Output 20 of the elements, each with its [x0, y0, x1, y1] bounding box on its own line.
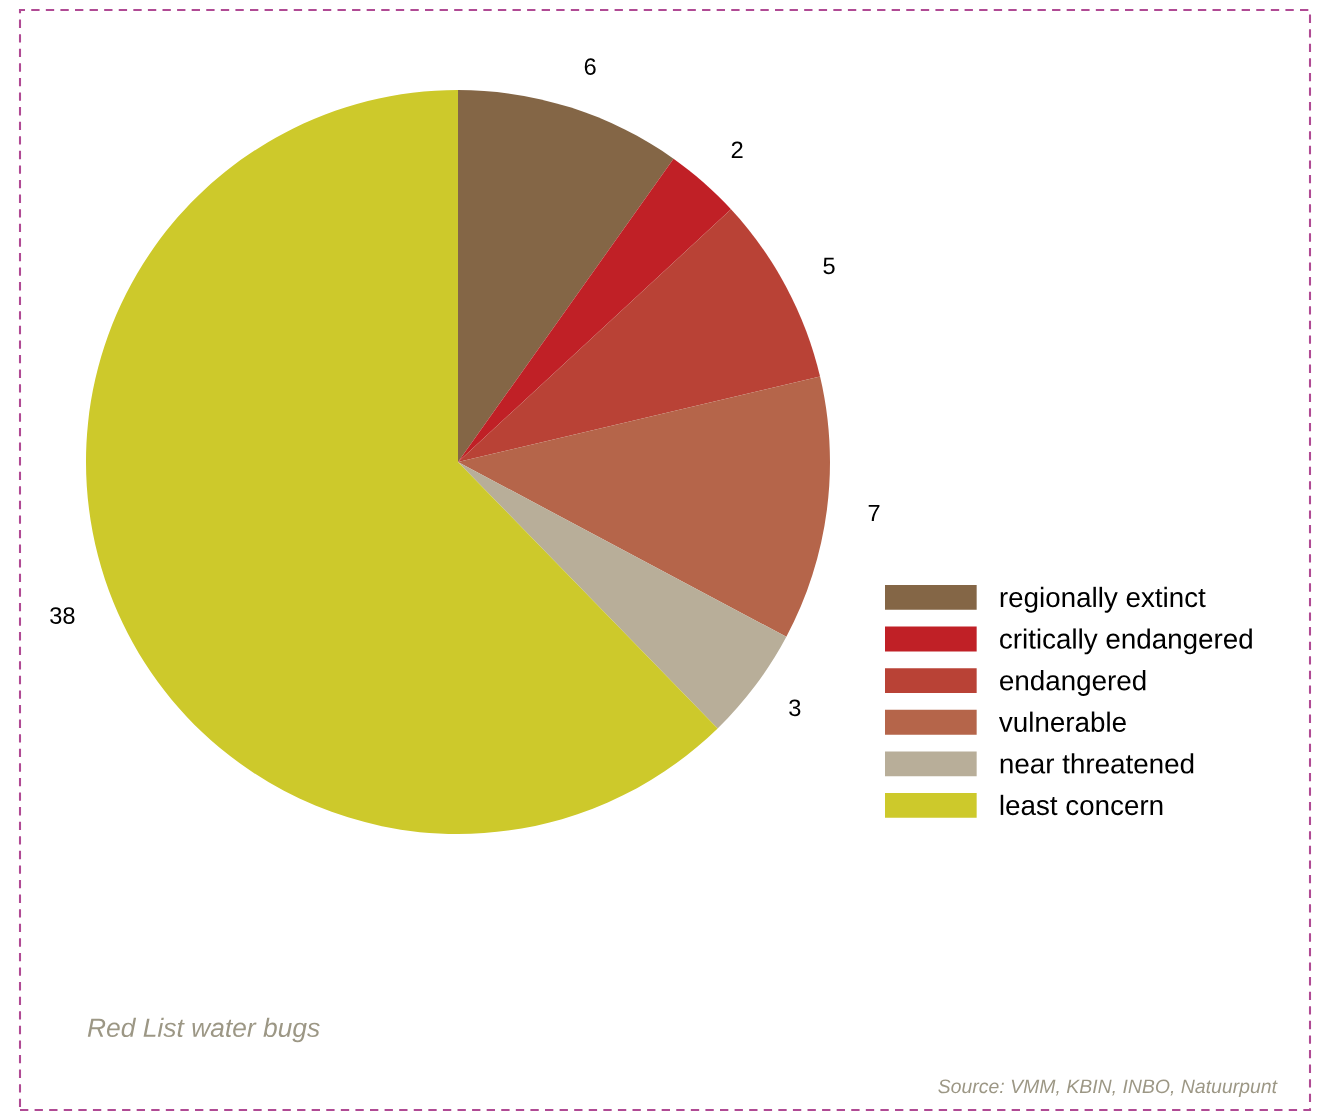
- data-label: 5: [823, 257, 835, 275]
- data-label: 38: [50, 607, 75, 624]
- pie-slice: [458, 90, 674, 462]
- source-note: Source: VMM, KBIN, INBO, Natuurpunt: [938, 1079, 1278, 1098]
- pie-slice: [458, 209, 821, 462]
- legend-label: critically endangered: [1000, 628, 1252, 655]
- legend-label: regionally extinct: [1000, 586, 1206, 613]
- legend-label: endangered: [1000, 670, 1146, 696]
- data-label: 7: [868, 504, 880, 522]
- pie-slice: [458, 376, 830, 637]
- pie-slice: [458, 158, 732, 462]
- pie-slice: [458, 462, 787, 729]
- data-label: 2: [731, 141, 743, 158]
- legend-label: vulnerable: [998, 711, 1126, 733]
- legend-label: least concern: [1000, 794, 1163, 816]
- legend-label: near threatened: [1000, 753, 1194, 774]
- data-label: 3: [789, 699, 801, 717]
- data-label: 6: [584, 58, 596, 75]
- text: Red List water bugs: [87, 1017, 320, 1043]
- pie-slice: [86, 90, 718, 834]
